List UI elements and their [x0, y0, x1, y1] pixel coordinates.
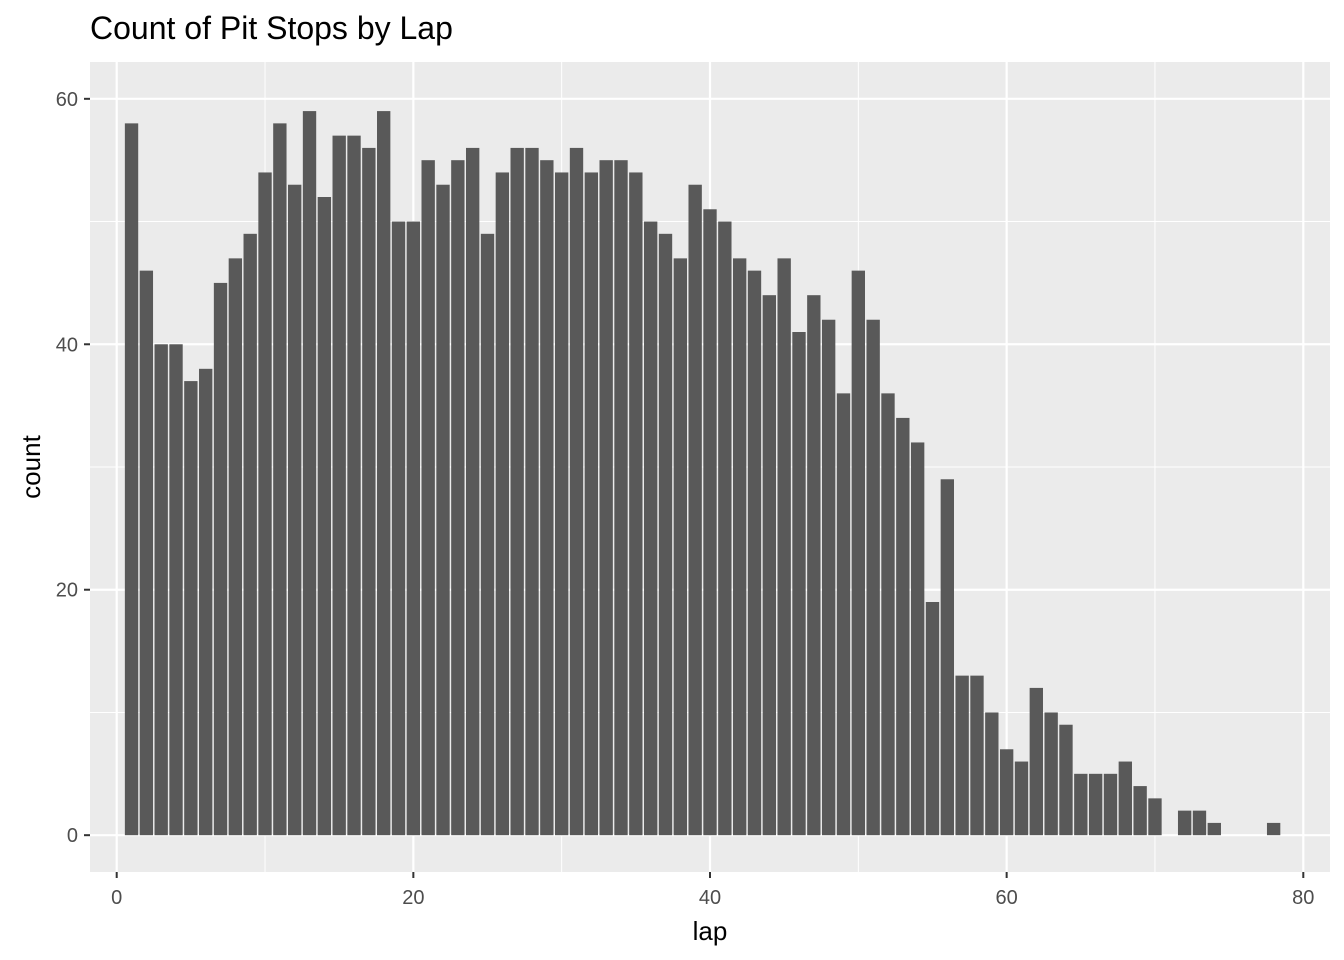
histogram-bar	[732, 258, 747, 836]
histogram-bar	[332, 135, 346, 836]
histogram-bar	[881, 393, 895, 836]
histogram-bar	[1207, 822, 1221, 836]
x-tick-label: 0	[111, 887, 122, 909]
histogram-bar	[807, 295, 821, 836]
histogram-bar	[1103, 773, 1118, 836]
histogram-bar	[169, 344, 183, 836]
histogram-bar	[777, 258, 791, 836]
histogram-bar	[555, 172, 569, 836]
histogram-bar	[643, 221, 658, 836]
histogram-bar	[243, 233, 257, 836]
histogram-bar	[762, 295, 777, 836]
histogram-bar	[629, 172, 643, 836]
histogram-bar	[1059, 724, 1073, 836]
histogram-bar	[584, 172, 599, 836]
histogram-bar	[940, 479, 954, 836]
x-tick-label: 20	[402, 887, 424, 909]
histogram-bar	[495, 172, 510, 836]
x-tick-label: 40	[699, 887, 721, 909]
histogram-bar	[525, 147, 539, 836]
histogram-bar	[540, 160, 554, 836]
histogram-bar	[1044, 712, 1058, 836]
histogram-bar	[718, 221, 732, 836]
histogram-bar	[436, 184, 450, 836]
histogram-bar	[184, 381, 198, 836]
histogram-bar	[1266, 822, 1281, 836]
histogram-bar	[391, 221, 406, 836]
y-axis-title: count	[16, 434, 46, 498]
histogram-bar	[970, 675, 984, 836]
histogram-bar	[747, 270, 762, 836]
y-tick-label: 0	[67, 825, 78, 847]
histogram-bar	[154, 344, 168, 836]
histogram-bar	[1014, 761, 1029, 836]
histogram-bar	[273, 123, 287, 836]
histogram-bar	[199, 368, 213, 836]
histogram-bar	[910, 442, 925, 836]
histogram-bar	[406, 221, 421, 836]
histogram-bar	[836, 393, 851, 836]
y-tick-label: 60	[56, 89, 78, 111]
histogram-bar	[792, 332, 806, 836]
x-tick-label: 80	[1292, 887, 1314, 909]
histogram-bar	[451, 160, 465, 836]
histogram-bar	[1148, 798, 1162, 836]
histogram-bar	[896, 417, 910, 836]
histogram-bar	[288, 184, 302, 836]
histogram-bar	[377, 111, 391, 836]
histogram-bar	[1029, 687, 1043, 836]
histogram-bar	[955, 675, 969, 836]
chart-title: Count of Pit Stops by Lap	[90, 10, 453, 46]
histogram-bar	[866, 319, 880, 836]
histogram-bar	[347, 135, 361, 836]
histogram-bar	[213, 282, 228, 836]
histogram-bar	[614, 160, 628, 836]
histogram-bar	[703, 209, 717, 836]
histogram-bar	[362, 147, 376, 836]
histogram-bar	[466, 147, 480, 836]
histogram-bar	[302, 111, 317, 836]
histogram-bar	[985, 712, 999, 836]
histogram-bar	[925, 602, 940, 836]
x-tick-label: 60	[996, 887, 1018, 909]
histogram-bar	[673, 258, 688, 836]
histogram-bar	[1088, 773, 1103, 836]
histogram-bar	[599, 160, 613, 836]
histogram-bar	[510, 147, 524, 836]
histogram-bar	[821, 319, 836, 836]
histogram-bar	[139, 270, 154, 836]
histogram-bar	[658, 233, 673, 836]
histogram-bar	[480, 233, 495, 836]
histogram-bar	[1192, 810, 1207, 836]
x-axis-title: lap	[693, 916, 728, 946]
histogram-bar	[851, 270, 865, 836]
histogram-bar	[1118, 761, 1132, 836]
histogram-bar	[1133, 786, 1147, 836]
histogram-bar	[317, 197, 332, 836]
histogram-bar	[1074, 773, 1088, 836]
histogram-bar	[228, 258, 243, 836]
y-tick-label: 20	[56, 580, 78, 602]
histogram-bar	[688, 184, 702, 836]
histogram-bar	[124, 123, 139, 836]
histogram-bar	[258, 172, 272, 836]
histogram-bar	[569, 147, 584, 836]
y-tick-label: 40	[56, 334, 78, 356]
histogram-bar	[1177, 810, 1192, 836]
histogram-bar	[421, 160, 435, 836]
histogram-bar	[999, 749, 1014, 836]
